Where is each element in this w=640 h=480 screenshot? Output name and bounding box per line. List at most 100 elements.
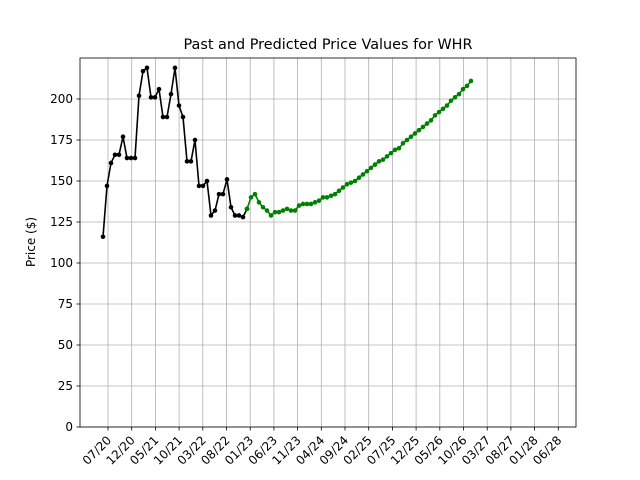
y-tick-label: 75	[58, 297, 73, 311]
predicted-point	[428, 118, 434, 123]
predicted-point	[252, 191, 258, 197]
y-tick-label: 175	[50, 133, 73, 147]
predicted-point	[312, 200, 318, 205]
predicted-point	[320, 195, 326, 200]
predicted-point	[456, 91, 462, 97]
past-point	[128, 155, 134, 161]
predicted-point	[264, 208, 270, 213]
past-point	[136, 93, 142, 99]
predicted-point	[460, 86, 466, 92]
predicted-point	[324, 195, 330, 200]
past-point	[108, 160, 114, 166]
predicted-point	[304, 201, 310, 207]
y-tick-label: 25	[58, 379, 73, 393]
predicted-point	[288, 208, 294, 213]
predicted-point	[384, 154, 390, 159]
predicted-point	[448, 98, 454, 103]
predicted-point	[308, 201, 314, 207]
predicted-point	[364, 168, 370, 174]
predicted-point	[392, 147, 398, 153]
past-point	[164, 114, 170, 120]
predicted-point	[248, 195, 254, 200]
past-point	[132, 155, 138, 161]
predicted-point	[352, 178, 358, 184]
predicted-point	[332, 191, 338, 197]
past-point	[240, 214, 246, 220]
predicted-point	[436, 109, 442, 115]
past-point	[116, 152, 122, 158]
past-point	[112, 152, 118, 158]
predicted-point	[268, 213, 274, 218]
predicted-point	[468, 78, 474, 84]
predicted-point	[376, 159, 382, 164]
past-point	[120, 134, 126, 140]
past-point	[216, 191, 222, 197]
y-axis-label: Price ($)	[24, 217, 38, 267]
y-tick-label: 0	[65, 420, 73, 434]
predicted-point	[340, 185, 346, 190]
predicted-point	[416, 127, 422, 133]
past-point	[100, 234, 106, 240]
y-tick-label: 150	[50, 174, 73, 188]
predicted-point	[440, 106, 446, 112]
predicted-point	[368, 165, 374, 171]
past-point	[224, 177, 230, 182]
past-point	[168, 91, 174, 97]
y-tick-label: 125	[50, 215, 73, 229]
predicted-point	[300, 201, 306, 207]
predicted-point	[424, 121, 430, 126]
past-point	[152, 95, 158, 100]
plot-frame	[79, 57, 577, 428]
predicted-point	[444, 103, 450, 108]
past-point	[196, 183, 202, 189]
predicted-point	[360, 172, 366, 177]
past-point	[104, 183, 110, 189]
past-point	[236, 213, 242, 218]
predicted-point	[276, 209, 282, 215]
predicted-point	[328, 193, 334, 199]
past-point	[124, 155, 130, 161]
chart-title: Past and Predicted Price Values for WHR	[183, 37, 472, 53]
past-point	[140, 68, 146, 74]
predicted-point	[344, 181, 350, 187]
predicted-point	[272, 209, 278, 215]
past-point	[172, 65, 178, 71]
predicted-point	[260, 204, 266, 210]
y-tick-label: 200	[50, 92, 73, 106]
past-point	[204, 178, 210, 184]
past-point	[200, 183, 206, 189]
predicted-point	[256, 200, 262, 205]
y-axis: 0 25 50 75 100 125 150 175 200	[50, 92, 80, 434]
past-point	[176, 103, 182, 108]
past-point	[184, 159, 190, 164]
past-point	[156, 86, 162, 92]
predicted-point	[280, 208, 286, 213]
predicted-point	[348, 180, 354, 185]
predicted-point	[388, 150, 394, 156]
predicted-point	[452, 95, 458, 100]
past-point	[192, 137, 198, 143]
predicted-point	[420, 124, 426, 130]
predicted-point	[244, 206, 250, 212]
predicted-point	[404, 137, 410, 143]
past-point	[208, 213, 214, 218]
predicted-point	[356, 175, 362, 181]
y-tick-label: 50	[58, 338, 73, 352]
predicted-point	[372, 162, 378, 167]
predicted-point	[380, 157, 386, 162]
y-tick-label: 100	[50, 256, 73, 270]
predicted-point	[284, 206, 290, 212]
past-point	[228, 204, 234, 210]
predicted-point	[464, 83, 470, 89]
past-point	[180, 114, 186, 120]
predicted-point	[408, 134, 414, 140]
predicted-point	[432, 113, 438, 118]
predicted-point	[336, 188, 342, 194]
predicted-point	[412, 131, 418, 136]
past-point	[148, 95, 154, 100]
series-layer	[100, 65, 474, 240]
predicted-point	[296, 203, 302, 208]
past-point	[188, 159, 194, 164]
predicted-point	[316, 198, 322, 203]
